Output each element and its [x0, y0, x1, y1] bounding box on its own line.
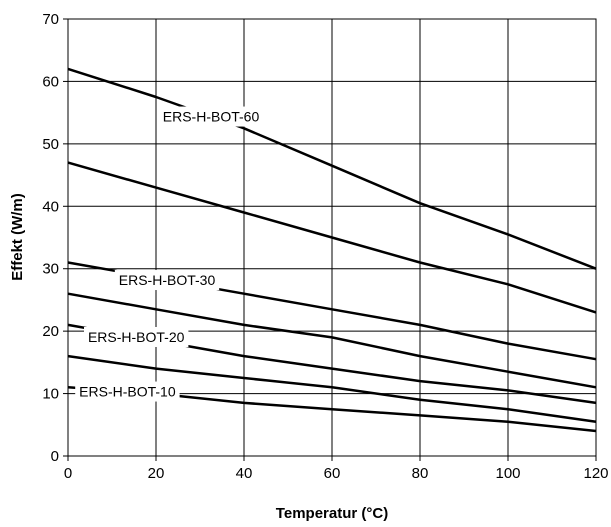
series-label: ERS-H-BOT-30	[119, 272, 216, 288]
y-tick-label: 20	[42, 323, 59, 340]
series-label: ERS-H-BOT-60	[163, 109, 260, 125]
series-label: ERS-H-BOT-10	[79, 384, 176, 400]
series-label-bg	[158, 106, 264, 127]
x-tick-label: 80	[412, 465, 429, 482]
x-tick-label: 20	[148, 465, 165, 482]
series-line-0	[67, 67, 597, 270]
y-tick-label: 30	[42, 261, 59, 278]
series-label-bg	[114, 270, 220, 291]
y-tick-label: 0	[51, 448, 59, 465]
x-tick-label: 120	[583, 465, 608, 482]
y-tick-label: 10	[42, 386, 59, 403]
x-axis-title: Temperatur (°C)	[276, 505, 388, 522]
series-line-3	[67, 292, 597, 389]
y-tick-label: 50	[42, 136, 59, 153]
tick-labels: 0 20 40 60 80 100 120 0 10 20 30 40 50 60 70	[42, 11, 608, 482]
x-tick-label: 0	[64, 465, 72, 482]
y-tick-label: 60	[42, 73, 59, 90]
x-tick-label: 60	[324, 465, 341, 482]
series-labels: ERS-H-BOT-60 ERS-H-BOT-30 ERS-H-BOT-20 ERS-…	[75, 106, 264, 402]
x-tick-label: 40	[236, 465, 253, 482]
series-line-5	[67, 354, 597, 423]
series-label-bg	[84, 326, 189, 347]
y-tick-label: 40	[42, 198, 59, 215]
x-tick-label: 100	[495, 465, 520, 482]
series-label-bg	[75, 381, 180, 402]
series-label: ERS-H-BOT-20	[88, 329, 185, 345]
series-line-1	[67, 161, 597, 314]
y-tick-label: 70	[42, 11, 59, 28]
y-axis-title: Effekt (W/m)	[9, 193, 26, 281]
